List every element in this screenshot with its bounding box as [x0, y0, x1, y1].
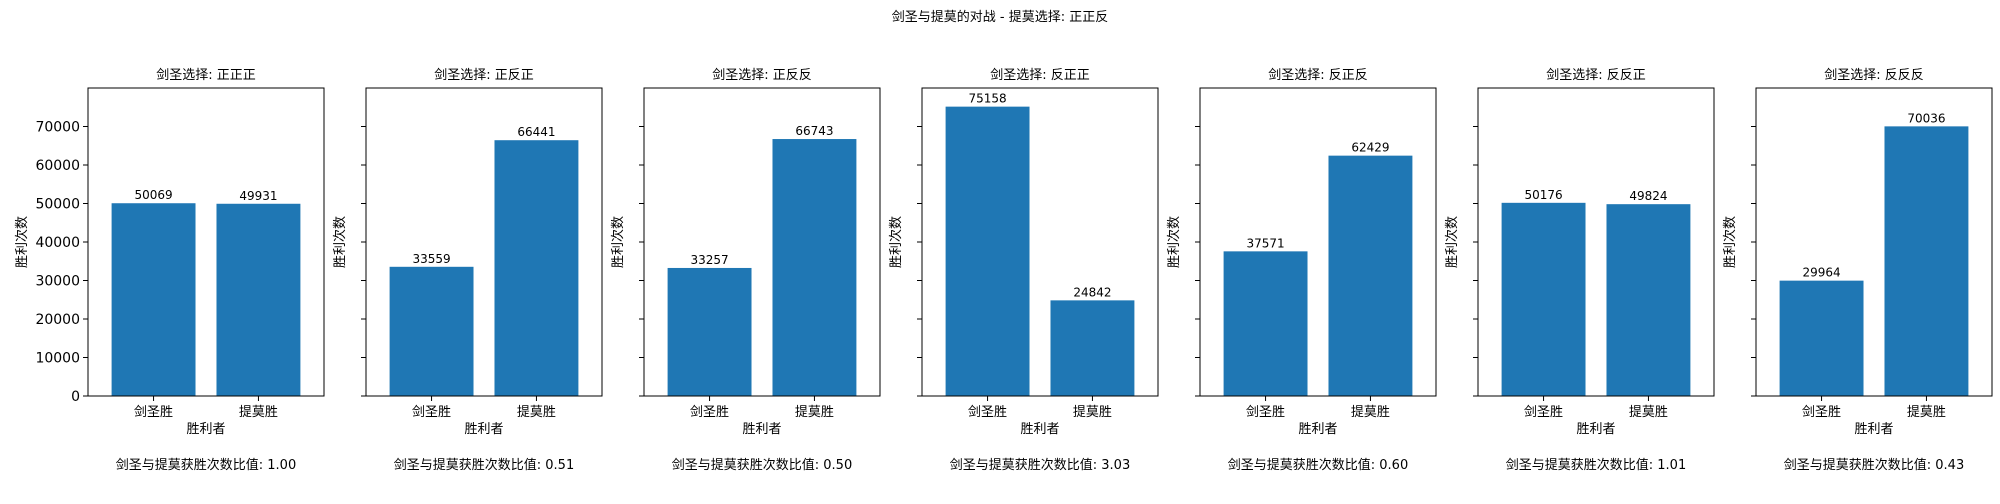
y-axis-label: 胜利次数 [610, 216, 626, 268]
bar [667, 267, 752, 396]
x-tick-label: 剑圣胜 [412, 404, 451, 420]
axes-frame [643, 87, 881, 397]
x-axis-label: 胜利者 [1298, 422, 1337, 437]
bar [1779, 280, 1864, 396]
y-tick-label: 10000 [35, 351, 80, 367]
x-tick-label: 提莫胜 [1629, 404, 1668, 420]
x-tick-label: 剑圣胜 [1246, 404, 1285, 420]
bar [1606, 204, 1691, 396]
bar-value-label: 33559 [412, 252, 450, 266]
y-axis-label: 胜利次数 [332, 216, 348, 268]
x-axis-label: 胜利者 [742, 422, 781, 437]
x-tick-label: 提莫胜 [795, 404, 834, 420]
y-axis-label: 胜利次数 [1722, 216, 1738, 268]
axes-frame [365, 87, 603, 397]
x-axis-label: 胜利者 [1020, 422, 1059, 437]
y-axis-label: 胜利次数 [14, 216, 30, 268]
y-tick-label: 60000 [35, 158, 80, 174]
axes-frame [1199, 87, 1437, 397]
x-tick-label: 提莫胜 [1907, 404, 1946, 420]
y-axis-label: 胜利次数 [1166, 216, 1182, 268]
ratio-annotation: 剑圣与提莫获胜次数比值: 0.60 [1228, 457, 1408, 473]
bar-value-label: 50069 [134, 188, 172, 202]
bar-value-label: 24842 [1073, 285, 1111, 299]
x-tick-label: 提莫胜 [1073, 404, 1112, 420]
bar-value-label: 50176 [1524, 188, 1562, 202]
bar [389, 266, 474, 396]
bar-value-label: 33257 [690, 253, 728, 267]
bar-value-label: 49824 [1629, 189, 1667, 203]
subplot-title: 剑圣选择: 反反反 [1824, 67, 1924, 83]
x-tick-label: 剑圣胜 [968, 404, 1007, 420]
bar [111, 203, 196, 396]
bar [1328, 155, 1413, 396]
y-tick-label: 20000 [35, 312, 80, 328]
bar-value-label: 75158 [968, 92, 1006, 106]
bar [216, 203, 301, 396]
y-axis-label: 胜利次数 [888, 216, 904, 268]
bar [945, 106, 1030, 397]
subplot-title: 剑圣选择: 正正正 [156, 67, 256, 83]
y-tick-label: 40000 [35, 235, 80, 251]
subplot-title: 剑圣选择: 反反正 [1546, 67, 1646, 83]
axes-frame [1477, 87, 1715, 397]
subplot-title: 剑圣选择: 反正反 [1268, 67, 1368, 83]
ratio-annotation: 剑圣与提莫获胜次数比值: 0.50 [672, 457, 852, 473]
ratio-annotation: 剑圣与提莫获胜次数比值: 1.00 [116, 457, 296, 473]
x-tick-label: 剑圣胜 [690, 404, 729, 420]
x-tick-label: 剑圣胜 [1524, 404, 1563, 420]
y-axis-label: 胜利次数 [1444, 216, 1460, 268]
bar-value-label: 37571 [1246, 236, 1284, 250]
x-tick-label: 提莫胜 [517, 404, 556, 420]
subplot-title: 剑圣选择: 正反反 [712, 67, 812, 83]
axes-frame [921, 87, 1159, 397]
y-tick-label: 30000 [35, 274, 80, 290]
subplots: 剑圣选择: 正正正 0 10000 20000 30000 40000 50000 60000… [14, 67, 1993, 473]
bar [772, 139, 857, 397]
axes-frame [1755, 87, 1993, 397]
y-tick-label: 0 [71, 389, 80, 405]
y-tick-label: 70000 [35, 120, 80, 136]
subplot-title: 剑圣选择: 正反正 [434, 67, 534, 83]
bar [1501, 202, 1586, 396]
figure-title: 剑圣与提莫的对战 - 提莫选择: 正正反 [892, 9, 1108, 25]
x-axis-label: 胜利者 [186, 422, 225, 437]
bar-value-label: 66743 [795, 124, 833, 138]
subplot-1: 剑圣选择: 正正正 0 10000 20000 30000 40000 50000 60000… [14, 67, 325, 473]
ratio-annotation: 剑圣与提莫获胜次数比值: 0.43 [1784, 457, 1964, 473]
bar-value-label: 29964 [1802, 266, 1840, 280]
x-axis-label: 胜利者 [464, 422, 503, 437]
ratio-annotation: 剑圣与提莫获胜次数比值: 0.51 [394, 457, 574, 473]
bar [494, 140, 579, 396]
bar [1050, 300, 1135, 396]
x-axis-label: 胜利者 [1576, 422, 1615, 437]
bar [1884, 126, 1969, 397]
x-tick-label: 剑圣胜 [1802, 404, 1841, 420]
y-tick-label: 50000 [35, 197, 80, 213]
x-axis-label: 胜利者 [1854, 422, 1893, 437]
x-tick-label: 剑圣胜 [134, 404, 173, 420]
bar-value-label: 70036 [1907, 111, 1945, 125]
x-tick-label: 提莫胜 [239, 404, 278, 420]
ratio-annotation: 剑圣与提莫获胜次数比值: 3.03 [950, 457, 1130, 473]
subplot-title: 剑圣选择: 反正正 [990, 67, 1090, 83]
x-tick-label: 提莫胜 [1351, 404, 1390, 420]
ratio-annotation: 剑圣与提莫获胜次数比值: 1.01 [1506, 457, 1686, 473]
bar-value-label: 62429 [1351, 141, 1389, 155]
bar-value-label: 49931 [239, 189, 277, 203]
axes-frame [87, 87, 325, 397]
bar-value-label: 66441 [517, 125, 555, 139]
bar [1223, 251, 1308, 396]
